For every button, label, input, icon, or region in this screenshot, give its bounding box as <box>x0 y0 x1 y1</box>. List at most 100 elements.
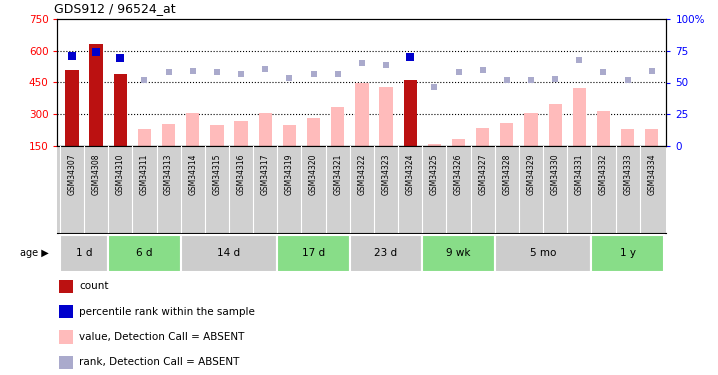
Text: GSM34316: GSM34316 <box>236 153 246 195</box>
Point <box>646 69 658 75</box>
Bar <box>258 113 272 146</box>
Text: GSM34307: GSM34307 <box>67 153 76 195</box>
Text: 5 mo: 5 mo <box>530 248 556 258</box>
FancyBboxPatch shape <box>592 235 664 272</box>
Point <box>598 69 610 75</box>
Point <box>501 77 513 83</box>
Point <box>356 60 368 66</box>
Point <box>549 76 561 82</box>
Text: percentile rank within the sample: percentile rank within the sample <box>79 307 255 317</box>
FancyBboxPatch shape <box>60 235 108 272</box>
Bar <box>60 280 73 293</box>
Text: GSM34325: GSM34325 <box>430 153 439 195</box>
Bar <box>549 104 561 146</box>
Bar <box>90 44 103 146</box>
Point <box>211 69 223 75</box>
Text: 6 d: 6 d <box>136 248 153 258</box>
Text: GSM34311: GSM34311 <box>140 153 149 195</box>
Point <box>429 84 440 90</box>
Point <box>259 66 271 72</box>
FancyBboxPatch shape <box>422 235 495 272</box>
Bar <box>404 80 417 146</box>
Text: GDS912 / 96524_at: GDS912 / 96524_at <box>54 2 175 15</box>
Text: GSM34322: GSM34322 <box>358 153 366 195</box>
Point <box>381 63 392 69</box>
Bar <box>645 129 658 146</box>
Text: GSM34334: GSM34334 <box>648 153 656 195</box>
Bar <box>307 118 320 146</box>
Text: GSM34314: GSM34314 <box>188 153 197 195</box>
FancyBboxPatch shape <box>108 235 181 272</box>
Text: rank, Detection Call = ABSENT: rank, Detection Call = ABSENT <box>79 357 240 368</box>
FancyBboxPatch shape <box>181 235 277 272</box>
Bar <box>524 113 538 146</box>
Text: GSM34310: GSM34310 <box>116 153 125 195</box>
Point <box>66 53 78 59</box>
Text: GSM34327: GSM34327 <box>478 153 488 195</box>
Bar <box>428 144 441 146</box>
Text: GSM34323: GSM34323 <box>381 153 391 195</box>
Text: GSM34313: GSM34313 <box>164 153 173 195</box>
Text: GSM34320: GSM34320 <box>309 153 318 195</box>
Text: GSM34315: GSM34315 <box>213 153 221 195</box>
Text: 1 y: 1 y <box>620 248 635 258</box>
Text: GSM34332: GSM34332 <box>599 153 608 195</box>
Bar <box>331 107 345 146</box>
Point <box>236 71 247 77</box>
FancyBboxPatch shape <box>350 235 422 272</box>
Bar <box>60 330 73 344</box>
Text: GSM34328: GSM34328 <box>503 153 511 195</box>
Text: GSM34317: GSM34317 <box>261 153 270 195</box>
Bar <box>60 305 73 318</box>
Bar <box>186 113 200 146</box>
Point <box>453 69 465 75</box>
FancyBboxPatch shape <box>495 235 592 272</box>
Text: GSM34333: GSM34333 <box>623 153 632 195</box>
Bar <box>452 139 465 146</box>
Bar <box>283 125 296 146</box>
Bar <box>476 128 490 146</box>
Point <box>477 67 488 73</box>
Point <box>114 55 126 61</box>
Point <box>187 68 198 74</box>
Text: GSM34331: GSM34331 <box>575 153 584 195</box>
Bar <box>597 111 610 146</box>
Bar <box>573 88 586 146</box>
Bar <box>621 129 634 146</box>
Point <box>308 71 320 77</box>
Bar <box>500 123 513 146</box>
Bar <box>234 121 248 146</box>
Text: 17 d: 17 d <box>302 248 325 258</box>
Text: GSM34326: GSM34326 <box>454 153 463 195</box>
Text: 1 d: 1 d <box>76 248 93 258</box>
Point <box>284 75 295 81</box>
Bar <box>379 87 393 146</box>
Text: 9 wk: 9 wk <box>447 248 471 258</box>
Point <box>404 54 416 60</box>
Point <box>139 77 150 83</box>
Bar <box>210 125 223 146</box>
FancyBboxPatch shape <box>277 235 350 272</box>
Bar <box>65 70 78 146</box>
Point <box>574 57 585 63</box>
Bar <box>113 74 127 146</box>
Bar <box>60 356 73 369</box>
Text: 23 d: 23 d <box>375 248 398 258</box>
Text: GSM34330: GSM34330 <box>551 153 559 195</box>
Bar <box>355 82 368 146</box>
Bar <box>138 129 151 146</box>
Text: GSM34321: GSM34321 <box>333 153 342 195</box>
Text: value, Detection Call = ABSENT: value, Detection Call = ABSENT <box>79 332 245 342</box>
Text: GSM34324: GSM34324 <box>406 153 415 195</box>
Text: count: count <box>79 281 108 291</box>
Point <box>526 77 537 83</box>
Text: GSM34329: GSM34329 <box>526 153 536 195</box>
Text: GSM34319: GSM34319 <box>285 153 294 195</box>
Text: 14 d: 14 d <box>218 248 241 258</box>
Point <box>163 69 174 75</box>
Point <box>332 71 343 77</box>
Point <box>622 77 633 83</box>
Bar <box>162 124 175 146</box>
Point <box>90 49 102 55</box>
Text: GSM34308: GSM34308 <box>92 153 101 195</box>
